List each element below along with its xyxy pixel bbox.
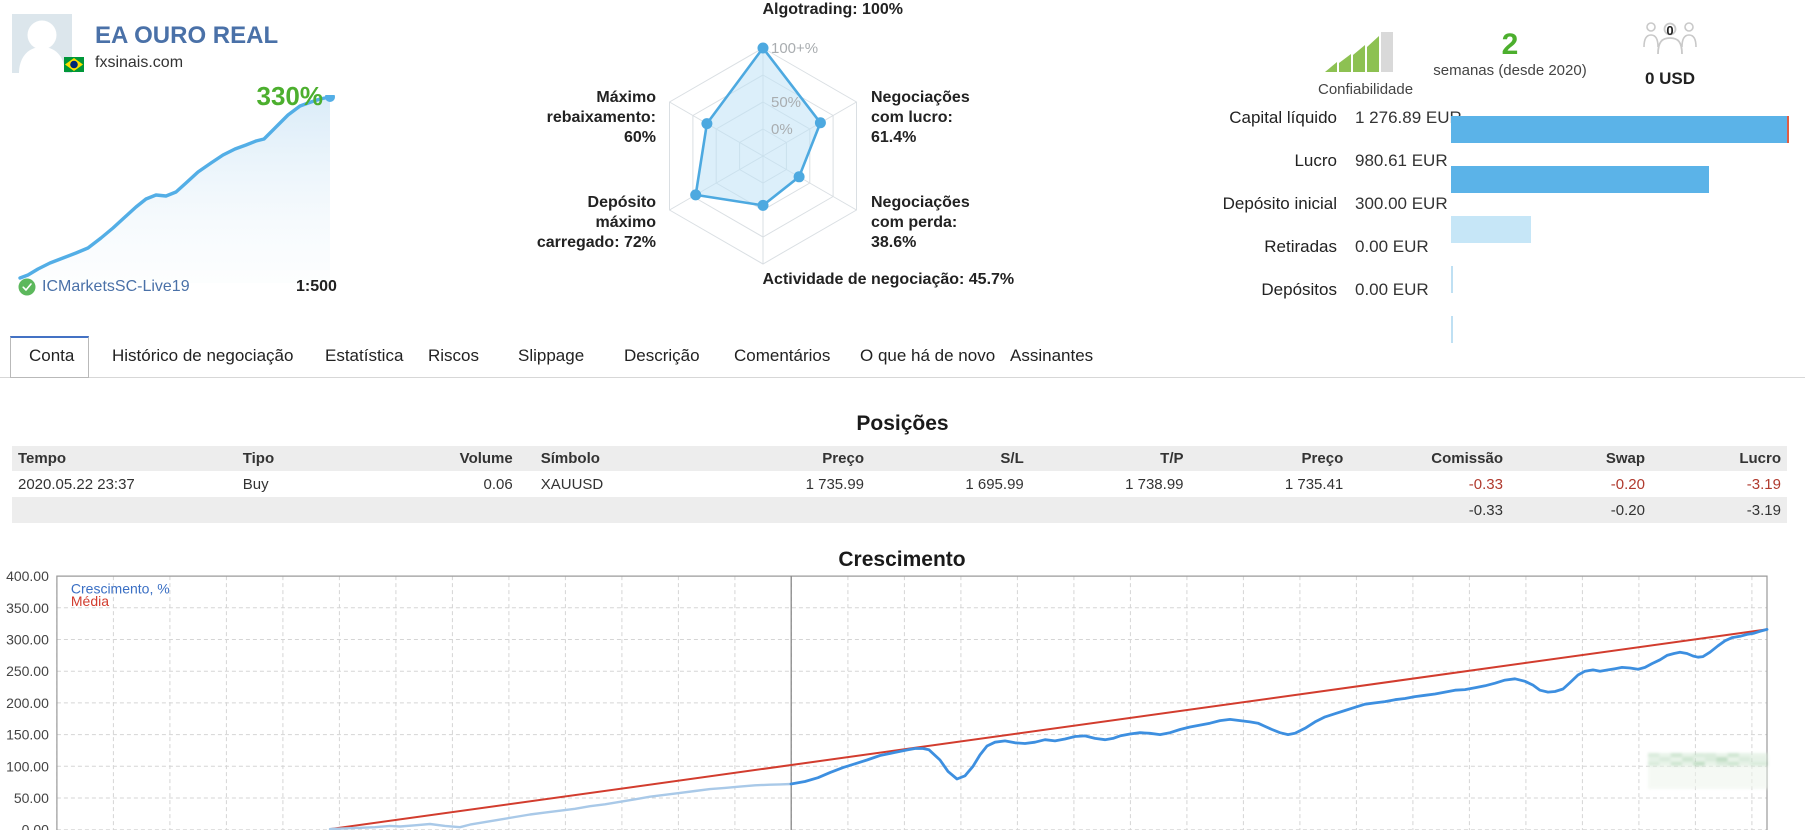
svg-text:0.00: 0.00 <box>22 822 49 830</box>
svg-text:50%: 50% <box>771 94 801 111</box>
svg-text:100.00: 100.00 <box>6 758 49 774</box>
svg-text:Média: Média <box>71 593 109 609</box>
svg-text:300.00: 300.00 <box>6 632 49 648</box>
svg-text:150.00: 150.00 <box>6 727 49 743</box>
svg-text:100+%: 100+% <box>771 40 818 57</box>
svg-text:350.00: 350.00 <box>6 600 49 616</box>
svg-text:250.00: 250.00 <box>6 663 49 679</box>
svg-text:0%: 0% <box>771 121 793 138</box>
svg-text:Crescimento: Crescimento <box>838 548 965 571</box>
svg-text:200.00: 200.00 <box>6 695 49 711</box>
svg-text:400.00: 400.00 <box>6 568 49 584</box>
svg-text:0: 0 <box>1666 23 1673 38</box>
svg-text:50.00: 50.00 <box>14 790 49 806</box>
